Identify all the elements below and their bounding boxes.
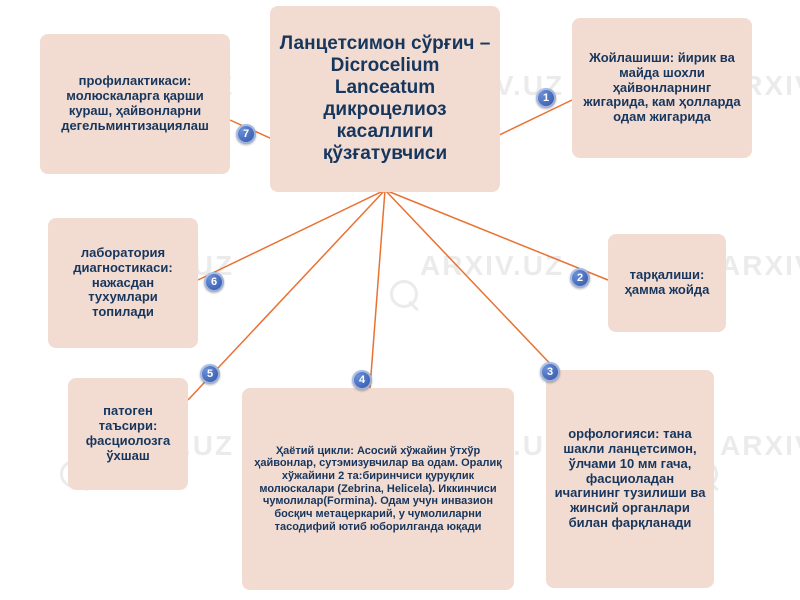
number-badge-1: 1 (536, 88, 556, 108)
branch-node-7: профилактикаси: молюскаларга қарши кураш… (40, 34, 230, 174)
watermark-text: ARXIV.UZ (720, 430, 800, 462)
number-badge-5: 5 (200, 364, 220, 384)
branch-node-3: орфологияси: тана шакли ланцетсимон, ўлч… (546, 370, 714, 588)
number-badge-7: 7 (236, 124, 256, 144)
branch-node-4: Ҳаётий цикли: Асосий хўжайин ўтхўр ҳайво… (242, 388, 514, 590)
number-badge-3: 3 (540, 362, 560, 382)
branch-node-2: тарқалиши: ҳамма жойда (608, 234, 726, 332)
branch-node-5: патоген таъсири: фасциолозга ўхшаш (68, 378, 188, 490)
watermark-text: ARXIV.UZ (420, 250, 564, 282)
branch-node-6: лаборатория диагностикаси: нажасдан туху… (48, 218, 198, 348)
number-badge-2: 2 (570, 268, 590, 288)
branch-node-1: Жойлашиши: йирик ва майда шохли ҳайвонла… (572, 18, 752, 158)
number-badge-4: 4 (352, 370, 372, 390)
center-node: Ланцетсимон сўрғич – Dicrocelium Lanceat… (270, 6, 500, 192)
number-badge-6: 6 (204, 272, 224, 292)
magnifier-icon (390, 280, 424, 314)
watermark-text: ARXIV.UZ (720, 250, 800, 282)
